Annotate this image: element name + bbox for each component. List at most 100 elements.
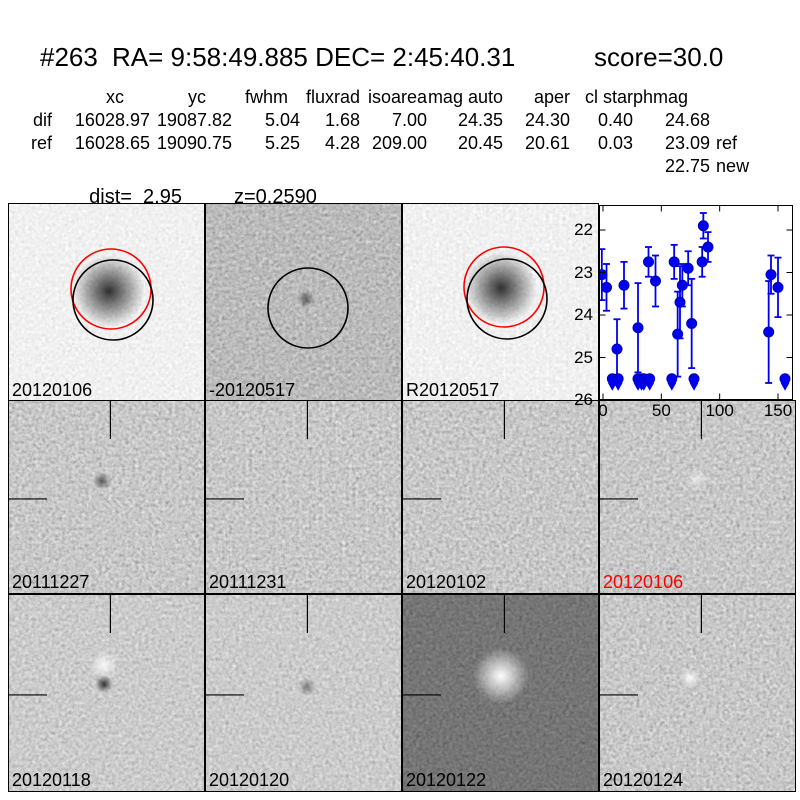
cutout-date-label: 20120118 (12, 770, 91, 790)
cutout-date-label: R20120517 (406, 380, 499, 400)
table-cell: 0.03 (597, 133, 633, 153)
cutout-panel-20111227: 20111227 (8, 400, 205, 594)
table-cell: xc (106, 87, 124, 107)
noise-image (600, 595, 795, 791)
cutout-date-label: 20120120 (209, 770, 289, 790)
source-blob-bright (686, 468, 708, 490)
data-point-marker (765, 269, 777, 281)
cutout-date-label: 20120106 (603, 572, 683, 592)
table-cell: mag auto (427, 87, 503, 107)
table-cell: 5.04 (264, 110, 300, 130)
table-cell: fluxrad (305, 87, 360, 107)
aperture-circle (267, 267, 349, 349)
table-cell: cl star (584, 87, 633, 107)
aperture-circle (463, 246, 545, 328)
data-point-marker (682, 262, 694, 274)
cutout-panel--20120517: -20120517 (205, 203, 402, 402)
table-cell (710, 109, 756, 132)
cutout-date-label: 20120106 (12, 380, 92, 400)
cutout-panel-20120124: 20120124 (599, 594, 796, 792)
x-axis-tick-label: 50 (651, 401, 671, 420)
data-point-marker (668, 256, 680, 268)
table-cell: 20.61 (524, 133, 570, 153)
table-cell (503, 155, 570, 178)
plot-frame (599, 205, 793, 400)
data-point-marker (611, 343, 623, 355)
data-point-marker (702, 241, 714, 253)
table-cell: yc (188, 87, 206, 107)
cutout-panel-R20120517: R20120517 (402, 203, 599, 402)
source-blob-dark (95, 675, 113, 693)
table-cell: aper (533, 87, 570, 107)
source-blob-dark (298, 678, 316, 696)
x-axis-tick-label: 0 (598, 401, 608, 420)
table-cell: ref (30, 133, 52, 153)
table-cell: 209.00 (371, 133, 427, 153)
cutout-panel-20120118: 20120118 (8, 594, 205, 792)
noise-image (403, 401, 598, 593)
candidate-score: score=30.0 (594, 42, 724, 72)
data-point-marker (618, 279, 630, 291)
source-blob-dark (465, 252, 537, 324)
table-header-row: xc yc fwhm fluxrad isoarea mag auto aper cl sta… (8, 86, 756, 109)
lightcurve-plot (599, 205, 793, 400)
table-cell: 0.40 (597, 110, 633, 130)
table-cell: 1.68 (324, 110, 360, 130)
table-cell: 24.68 (665, 110, 711, 130)
table-cell: 20.45 (457, 133, 503, 153)
table-cell (427, 155, 503, 178)
noise-image (206, 401, 401, 593)
table-cell: fwhm (244, 87, 288, 107)
page-title: #263 RA= 9:58:49.885 DEC= 2:45:40.31 sco… (0, 42, 800, 72)
table-cell: 22.75 (665, 156, 711, 176)
table-cell: 16028.97 (74, 110, 150, 130)
source-blob-dark (73, 255, 145, 327)
redshift-value: z=0.2590 (233, 186, 317, 208)
data-point-marker (643, 256, 654, 268)
dist-value: dist= 2.95 (89, 186, 182, 208)
cutout-panel-20111231: 20111231 (205, 400, 402, 594)
y-axis-tick-label: 23 (574, 262, 593, 282)
table-cell (360, 155, 427, 178)
source-blob-bright (680, 668, 700, 688)
table-cell (8, 86, 52, 109)
cutout-date-label: 20120124 (603, 770, 683, 790)
cutout-date-label: 20111227 (12, 572, 89, 592)
source-blob-dark (93, 472, 111, 490)
x-axis-tick-label: 100 (705, 401, 734, 420)
noise-image (600, 401, 795, 593)
cutout-date-label: 20120122 (406, 770, 486, 790)
upper-limit-marker (644, 373, 656, 391)
source-blob-dark (297, 290, 315, 308)
table-row-dif: dif 16028.97 19087.82 5.04 1.68 7.00 24.35 24.3… (8, 109, 756, 132)
cutout-panel-20120106: 20120106 (8, 203, 205, 402)
axis-ticks (599, 205, 793, 400)
table-cell: 24.30 (524, 110, 570, 130)
cutout-panel-20120120: 20120120 (205, 594, 402, 792)
y-axis-tick-label: 25 (574, 347, 593, 367)
aperture-circle (72, 259, 154, 341)
data-point-marker (772, 281, 784, 293)
table-row-ref: ref 16028.65 19090.75 5.25 4.28 209.00 20.45 20… (8, 132, 756, 155)
table-cell: ref (716, 133, 738, 153)
table-cell: 16028.65 (74, 133, 150, 153)
table-cell: 19090.75 (156, 133, 232, 153)
source-blob-bright (90, 651, 118, 679)
cutout-panel-20120122: 20120122 (402, 594, 599, 792)
table-cell: 23.09 (665, 133, 711, 153)
aperture-circle (466, 258, 548, 340)
data-point-marker (686, 318, 698, 329)
table-cell: new (716, 156, 750, 176)
table-cell: isoarea (367, 87, 427, 107)
table-cell: 24.35 (457, 110, 503, 130)
data-point-marker (601, 281, 612, 293)
upper-limit-marker (666, 373, 678, 391)
table-cell: phmag (633, 87, 689, 107)
dist-redshift-line: dist= 2.95 z=0.2590 (78, 163, 317, 209)
candidate-id: #263 (40, 42, 98, 72)
cutout-panel-20120102: 20120102 (402, 400, 599, 594)
candidate-coordinates: RA= 9:58:49.885 DEC= 2:45:40.31 (112, 42, 516, 72)
source-blob-bright (473, 648, 529, 704)
table-cell: 4.28 (324, 133, 360, 153)
